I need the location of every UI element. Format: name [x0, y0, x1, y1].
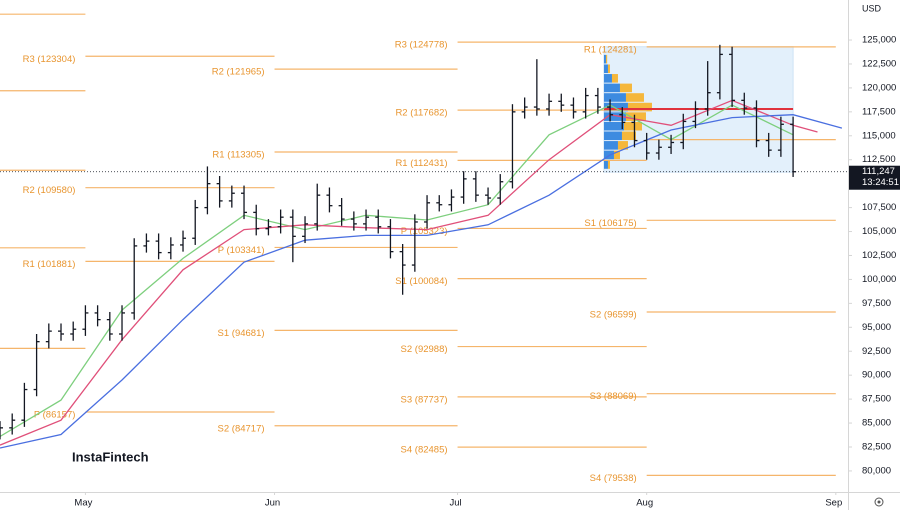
volume-bar-orange — [621, 131, 636, 141]
pivot-label: R2 (109580) — [23, 185, 76, 196]
y-tick-label: 95,000 — [862, 322, 891, 333]
volume-bar-blue — [603, 74, 612, 83]
volume-bar-blue — [603, 102, 628, 112]
settings-icon[interactable] — [874, 497, 884, 507]
y-tick-label: 97,500 — [862, 298, 891, 309]
y-tick-label: 105,000 — [862, 226, 896, 237]
volume-bar-blue — [603, 112, 626, 121]
pivot-label: S3 (88069) — [590, 391, 637, 402]
pivot-label: S1 (106175) — [584, 218, 636, 229]
volume-bar-blue — [603, 93, 626, 102]
pivot-label: P (105323) — [401, 226, 448, 237]
y-tick-label: 85,000 — [862, 418, 891, 429]
y-tick-label: 87,500 — [862, 394, 891, 405]
volume-bar-orange — [625, 112, 646, 121]
volume-bar-orange — [627, 102, 652, 112]
volume-bar-blue — [603, 121, 624, 131]
last-price-time: 13:24:51 — [862, 177, 899, 188]
pivot-label: S1 (100084) — [395, 276, 447, 287]
pivot-label: R2 (121965) — [212, 67, 265, 78]
last-price-label: 111,247 — [862, 166, 895, 177]
pivot-label: P (86157) — [34, 409, 76, 420]
y-tick-label: 125,000 — [862, 35, 896, 46]
pivot-label: S2 (92988) — [401, 344, 448, 355]
volume-bar-orange — [619, 83, 632, 93]
x-tick-label: Sep — [825, 498, 842, 509]
y-tick-label: 117,500 — [862, 106, 896, 117]
moving-average — [0, 99, 818, 446]
moving-average — [0, 114, 843, 449]
y-tick-label: 122,500 — [862, 58, 896, 69]
last-price-box — [849, 165, 900, 190]
y-tick-label: 82,500 — [862, 442, 891, 453]
volume-bar-orange — [617, 141, 628, 150]
y-tick-label: 107,500 — [862, 202, 896, 213]
x-tick-label: Jun — [265, 498, 280, 509]
volume-bar-blue — [603, 64, 608, 74]
volume-bar-blue — [603, 160, 608, 169]
x-tick-label: Aug — [636, 498, 653, 509]
pivot-label: R2 (117682) — [395, 108, 447, 119]
pivot-label: P (103341) — [218, 245, 265, 256]
y-tick-label: 112,500 — [862, 154, 896, 165]
y-tick-label: 92,500 — [862, 346, 891, 357]
volume-bar-blue — [603, 131, 622, 141]
pivot-label: R1 (113305) — [212, 150, 264, 161]
volume-bar-orange — [625, 93, 644, 102]
pivot-label: S4 (82485) — [401, 445, 448, 456]
y-tick-label: 120,000 — [862, 82, 896, 93]
y-tick-label: 102,500 — [862, 250, 896, 261]
x-tick-label: Jul — [449, 498, 461, 509]
pivot-label: R1 (124281) — [584, 44, 637, 55]
volume-bar-orange — [607, 64, 610, 74]
volume-bar-blue — [603, 141, 618, 150]
y-tick-label: 90,000 — [862, 370, 891, 381]
y-tick-label: 80,000 — [862, 465, 891, 476]
y-tick-label: 115,000 — [862, 130, 896, 141]
currency-label: USD — [862, 3, 882, 13]
volume-bar-blue — [603, 54, 606, 64]
y-tick-label: 100,000 — [862, 274, 896, 285]
volume-bar-orange — [613, 150, 620, 160]
pivot-label: S2 (84717) — [218, 423, 265, 434]
pivot-label: S1 (94681) — [218, 328, 265, 339]
pivot-label: R1 (101881) — [23, 259, 76, 270]
volume-bar-orange — [607, 160, 610, 169]
x-tick-label: May — [74, 498, 92, 509]
pivot-label: S2 (96599) — [590, 310, 637, 321]
pivot-label: S3 (87737) — [401, 394, 448, 405]
pivot-label: S4 (79538) — [590, 473, 637, 484]
pivot-label: R3 (123304) — [23, 54, 76, 65]
plot-area: R3 (123304) R2 (109580) R1 (101881) P (8615… — [0, 13, 843, 484]
settings-icon-center — [877, 500, 881, 504]
watermark: InstaFintech — [72, 449, 149, 464]
pivot-label: R3 (124778) — [395, 40, 448, 51]
volume-bar-orange — [605, 54, 608, 64]
pivot-label: R1 (112431) — [395, 158, 447, 169]
volume-bar-orange — [623, 121, 642, 131]
volume-bar-blue — [603, 83, 620, 93]
volume-bar-orange — [611, 74, 618, 83]
